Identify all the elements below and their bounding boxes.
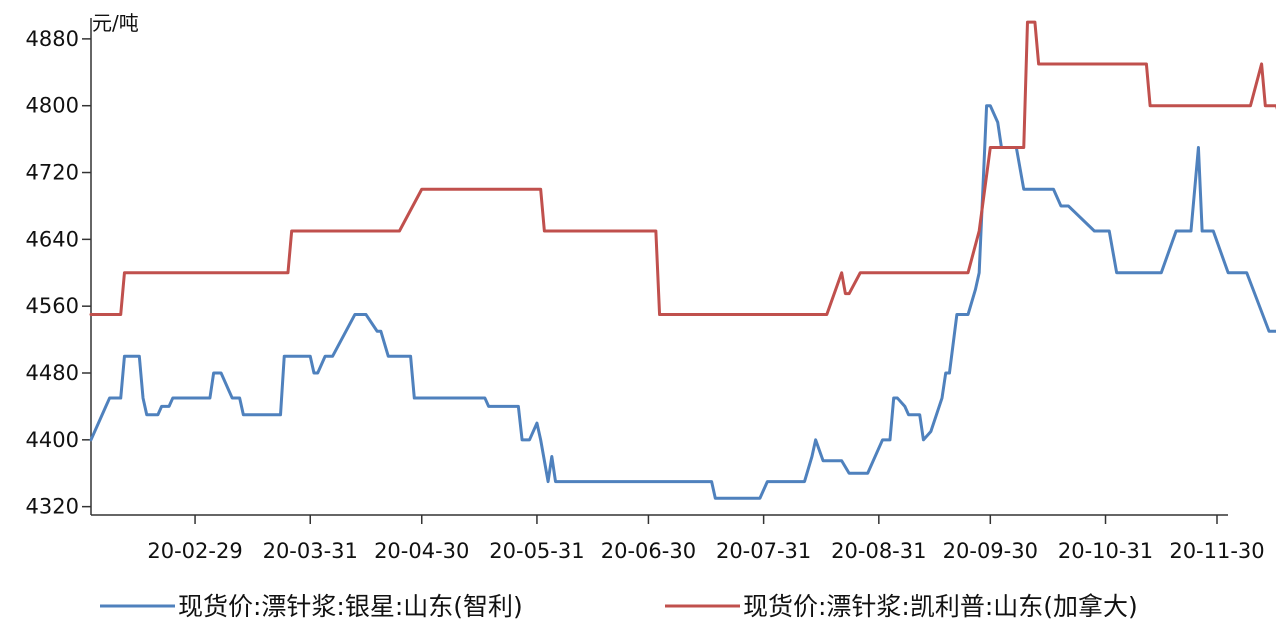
y-tick-label: 4720 <box>26 161 79 185</box>
legend: 现货价:漂针浆:银星:山东(智利) 现货价:漂针浆:凯利普:山东(加拿大) <box>100 592 1138 621</box>
y-tick-label: 4400 <box>26 428 79 452</box>
series-line-0 <box>89 104 1276 500</box>
y-tick-label: 4320 <box>26 495 79 519</box>
y-tick-label: 4800 <box>26 94 79 118</box>
x-tick-label: 20-04-30 <box>374 539 469 563</box>
series-layer <box>89 20 1276 500</box>
y-tick-label: 4880 <box>26 27 79 51</box>
x-tick-label: 20-08-31 <box>831 539 926 563</box>
y-tick-label: 4640 <box>26 227 79 251</box>
x-tick-label: 20-07-31 <box>716 539 811 563</box>
series-line-1 <box>89 20 1276 317</box>
legend-label-1: 现货价:漂针浆:凯利普:山东(加拿大) <box>743 592 1138 621</box>
y-axis-ticks: 4320 4400 4480 4560 4640 4720 4800 4880 <box>26 27 91 519</box>
x-tick-label: 20-03-31 <box>263 539 358 563</box>
x-tick-label: 20-11-30 <box>1169 539 1264 563</box>
y-tick-label: 4480 <box>26 361 79 385</box>
x-axis-ticks: 20-02-29 20-03-31 20-04-30 20-05-31 20-06-30… <box>147 515 1265 563</box>
x-tick-label: 20-02-29 <box>147 539 242 563</box>
y-axis-unit-label: 元/吨 <box>92 11 139 35</box>
y-axis: 4320 4400 4480 4560 4640 4720 4800 4880 <box>26 18 92 519</box>
x-axis: 20-02-29 20-03-31 20-04-30 20-05-31 20-06-30… <box>91 514 1265 563</box>
legend-label-0: 现货价:漂针浆:银星:山东(智利) <box>178 592 523 621</box>
x-tick-label: 20-06-30 <box>601 539 696 563</box>
x-tick-label: 20-05-31 <box>489 539 584 563</box>
x-tick-label: 20-10-31 <box>1058 539 1153 563</box>
x-tick-label: 20-09-30 <box>943 539 1038 563</box>
y-tick-label: 4560 <box>26 294 79 318</box>
